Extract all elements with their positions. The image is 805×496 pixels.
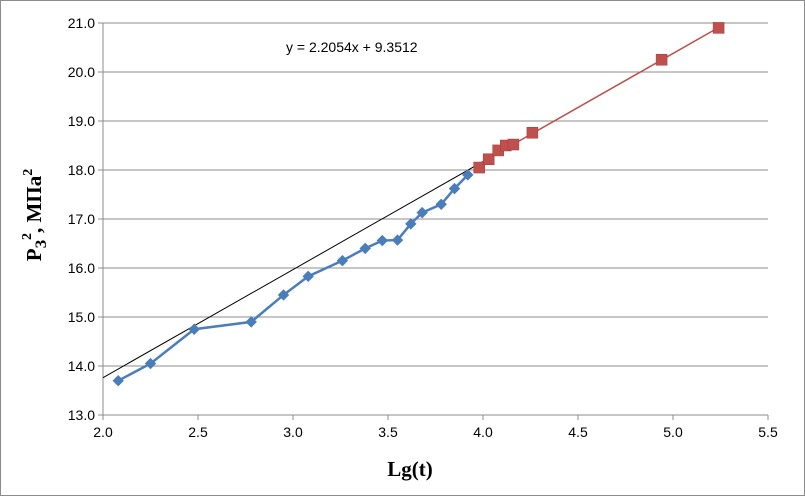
gridlines: [103, 22, 768, 416]
x-tick-label: 3.0: [283, 424, 303, 440]
diamond-marker: [435, 198, 447, 211]
y-axis-label-rest-sup: 2: [21, 169, 36, 176]
diamond-marker: [416, 206, 428, 219]
x-tick-labels: 2.0 2.5 3.0 3.5 4.0 4.5 5.0 5.5: [93, 424, 778, 440]
data-markers: [112, 22, 725, 387]
diamond-marker: [359, 242, 371, 255]
square-marker: [526, 127, 539, 139]
x-tick-label: 2.5: [188, 424, 208, 440]
y-tick-label: 13.0: [68, 407, 95, 423]
series-line: [117, 174, 469, 382]
x-axis-label: Lg(t): [387, 457, 433, 481]
y-tick-label: 20.0: [68, 64, 95, 80]
x-tick-label: 4.5: [568, 424, 588, 440]
diamond-marker: [277, 289, 290, 301]
x-tick-label: 4.0: [473, 424, 493, 440]
y-axis-label-sub: З: [33, 239, 50, 248]
y-tick-label: 16.0: [68, 260, 95, 276]
y-tick-label: 15.0: [68, 309, 95, 325]
y-tick-label: 19.0: [68, 113, 95, 129]
diamond-marker: [245, 316, 257, 328]
y-axis-label: PЗ2, МПа2: [20, 169, 50, 261]
square-marker: [655, 54, 668, 66]
y-tick-labels: 13.0 14.0 15.0 16.0 17.0 18.0 19.0 20.0 21.0: [68, 15, 95, 423]
y-axis-label-main: P: [22, 248, 46, 261]
trendline-equation: y = 2.2054x + 9.3512: [286, 39, 418, 55]
square-marker: [482, 153, 495, 165]
diamond-marker: [405, 218, 417, 230]
diamond-marker: [336, 254, 349, 267]
x-tick-label: 5.0: [663, 424, 683, 440]
x-tick-label: 5.5: [758, 424, 778, 440]
y-tick-label: 21.0: [68, 15, 95, 31]
y-tick-label: 18.0: [68, 162, 95, 178]
diamond-marker: [376, 234, 389, 247]
x-tick-label: 3.5: [378, 424, 398, 440]
diamond-marker: [144, 357, 157, 370]
square-marker: [507, 138, 520, 151]
square-marker: [473, 161, 485, 174]
y-tick-label: 17.0: [68, 211, 95, 227]
diamond-marker: [112, 374, 124, 387]
diamond-marker: [391, 234, 404, 246]
y-axis-label-sup: 2: [20, 233, 35, 240]
y-axis-label-rest: , МПа: [22, 175, 46, 233]
square-marker: [712, 22, 725, 34]
diamond-marker: [462, 169, 474, 181]
x-tick-label: 2.0: [93, 424, 113, 440]
y-tick-label: 14.0: [68, 358, 95, 374]
diamond-marker: [302, 270, 314, 283]
diamond-marker: [188, 323, 200, 335]
axes: [98, 22, 769, 420]
diamond-marker: [448, 182, 461, 195]
